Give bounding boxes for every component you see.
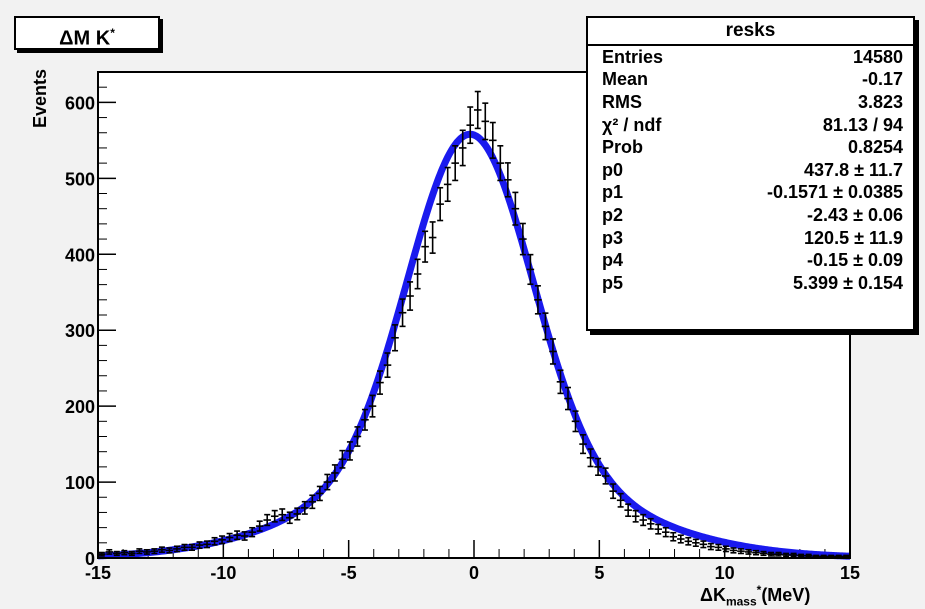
- x-tick-label: -5: [341, 563, 357, 583]
- y-axis-title-text: Events: [30, 68, 50, 128]
- y-tick-label: 600: [65, 93, 95, 113]
- y-tick-label: 400: [65, 245, 95, 265]
- stats-row: p1 -0.1571 ± 0.0385: [588, 182, 913, 205]
- histogram-title-box: ΔM K*: [14, 16, 160, 50]
- fit-curve: [95, 130, 853, 560]
- y-tick-label: 300: [65, 321, 95, 341]
- x-tick-label: -15: [85, 563, 111, 583]
- stats-rows: Entries 14580 Mean -0.17 RMS 3.823 χ² / ndf 81.…: [588, 46, 913, 295]
- stats-row-label: p4: [602, 250, 624, 271]
- stats-row: Entries 14580: [588, 46, 913, 69]
- y-tick-label: 0: [85, 549, 95, 569]
- stats-row-label: Entries: [602, 46, 664, 67]
- stats-row-value: 437.8 ± 11.7: [804, 159, 903, 180]
- stats-row: p4 -0.15 ± 0.09: [588, 249, 913, 272]
- stats-row: Mean -0.17: [588, 69, 913, 92]
- stats-row-value: 0.8254: [847, 137, 903, 158]
- stats-row-value: -0.15 ± 0.09: [807, 250, 903, 271]
- stats-row: Prob 0.8254: [588, 136, 913, 159]
- stats-row-label: p0: [602, 159, 624, 180]
- stats-row-label: p2: [602, 204, 624, 225]
- stats-row: p3 120.5 ± 11.9: [588, 227, 913, 250]
- y-tick-label: 500: [65, 169, 95, 189]
- stats-row-label: χ² / ndf: [602, 114, 662, 135]
- x-tick-label: 0: [469, 563, 479, 583]
- x-axis-title: ΔKmass*(MeV): [700, 583, 810, 609]
- stats-row-label: Prob: [602, 137, 644, 158]
- stats-row-label: RMS: [602, 91, 642, 112]
- stats-row-value: 14580: [852, 46, 903, 67]
- stats-row-value: -0.1571 ± 0.0385: [767, 182, 903, 203]
- stats-row-value: 81.13 / 94: [822, 114, 903, 135]
- stats-row: RMS 3.823: [588, 91, 913, 114]
- x-tick-label: 10: [715, 563, 735, 583]
- stats-row-value: 120.5 ± 11.9: [804, 227, 903, 248]
- stats-row-label: p1: [602, 182, 624, 203]
- stats-row: p5 5.399 ± 0.154: [588, 272, 913, 295]
- x-axis-title-sub: mass: [725, 594, 757, 609]
- stats-row-value: 3.823: [857, 91, 903, 112]
- histogram-title-sup: *: [110, 26, 115, 40]
- y-axis-title: Events: [30, 69, 51, 128]
- x-tick-label: -10: [210, 563, 236, 583]
- y-tick-label: 200: [65, 397, 95, 417]
- stats-row: χ² / ndf 81.13 / 94: [588, 114, 913, 137]
- histogram-title: ΔM K: [59, 27, 111, 50]
- stats-row-label: p5: [602, 272, 624, 293]
- stats-row-value: 5.399 ± 0.154: [793, 272, 903, 293]
- x-axis-title-unit: (MeV): [761, 585, 811, 605]
- stats-row-value: -0.17: [861, 69, 903, 90]
- stats-box: resks Entries 14580 Mean -0.17 RMS 3.823 χ² / …: [586, 16, 915, 331]
- x-axis-title-sup: *: [756, 583, 762, 597]
- stats-row: p2 -2.43 ± 0.06: [588, 204, 913, 227]
- stats-row: p0 437.8 ± 11.7: [588, 159, 913, 182]
- stats-name: resks: [588, 18, 913, 46]
- x-tick-label: 5: [594, 563, 604, 583]
- stats-row-value: -2.43 ± 0.06: [807, 204, 903, 225]
- stats-row-label: p3: [602, 227, 624, 248]
- y-tick-label: 100: [65, 473, 95, 493]
- x-axis-title-main: ΔK: [700, 585, 726, 605]
- x-tick-label: 15: [840, 563, 860, 583]
- stats-row-label: Mean: [602, 69, 649, 90]
